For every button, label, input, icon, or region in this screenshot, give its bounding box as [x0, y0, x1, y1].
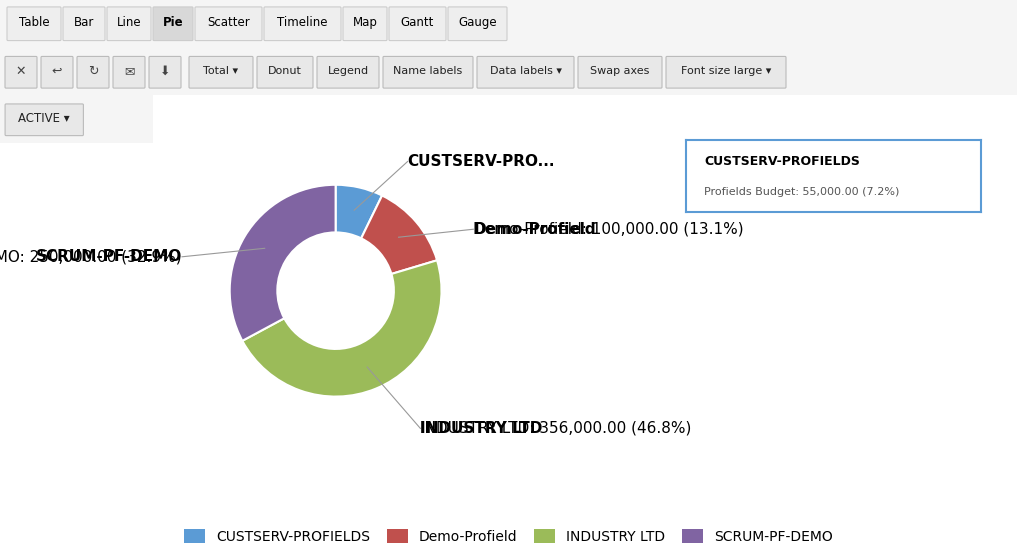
FancyBboxPatch shape	[317, 56, 379, 88]
FancyBboxPatch shape	[264, 7, 341, 41]
Text: INDUSTRY LTD: 356,000.00 (46.8%): INDUSTRY LTD: 356,000.00 (46.8%)	[420, 421, 692, 436]
Text: ACTIVE ▾: ACTIVE ▾	[18, 112, 69, 125]
Text: Timeline: Timeline	[278, 16, 327, 29]
Wedge shape	[230, 185, 336, 341]
Wedge shape	[361, 196, 437, 274]
Text: Legend: Legend	[327, 67, 368, 76]
FancyBboxPatch shape	[153, 7, 193, 41]
Text: Scatter: Scatter	[207, 16, 250, 29]
Text: Bar: Bar	[74, 16, 95, 29]
Text: Gauge: Gauge	[459, 16, 497, 29]
FancyBboxPatch shape	[388, 7, 446, 41]
Text: Total ▾: Total ▾	[203, 67, 239, 76]
Text: CUSTSERV-PROFIELDS: CUSTSERV-PROFIELDS	[704, 155, 860, 168]
Text: ✉: ✉	[124, 65, 134, 78]
FancyBboxPatch shape	[113, 56, 145, 88]
Text: Table: Table	[18, 16, 49, 29]
Text: SCRUM-PF-DEMO: SCRUM-PF-DEMO	[36, 249, 182, 264]
Legend: CUSTSERV-PROFIELDS, Demo-Profield, INDUSTRY LTD, SCRUM-PF-DEMO: CUSTSERV-PROFIELDS, Demo-Profield, INDUS…	[179, 523, 838, 549]
Text: Donut: Donut	[268, 67, 302, 76]
FancyBboxPatch shape	[5, 56, 37, 88]
Text: ↩: ↩	[52, 65, 62, 78]
Text: Map: Map	[353, 16, 377, 29]
Text: Line: Line	[117, 16, 141, 29]
FancyBboxPatch shape	[578, 56, 662, 88]
FancyBboxPatch shape	[41, 56, 73, 88]
FancyBboxPatch shape	[189, 56, 253, 88]
Text: Profields Budget: 55,000.00 (7.2%): Profields Budget: 55,000.00 (7.2%)	[704, 187, 900, 197]
FancyBboxPatch shape	[7, 7, 61, 41]
Text: INDUSTRY LTD: INDUSTRY LTD	[420, 421, 543, 436]
Text: Name labels: Name labels	[394, 67, 463, 76]
Text: ↻: ↻	[87, 65, 99, 78]
Text: Pie: Pie	[163, 16, 183, 29]
FancyBboxPatch shape	[448, 7, 507, 41]
FancyBboxPatch shape	[149, 56, 181, 88]
Text: Data labels ▾: Data labels ▾	[489, 67, 561, 76]
Text: Font size large ▾: Font size large ▾	[680, 67, 771, 76]
FancyBboxPatch shape	[257, 56, 313, 88]
Text: ✕: ✕	[15, 65, 26, 78]
FancyBboxPatch shape	[77, 56, 109, 88]
Text: Demo-Profield: Demo-Profield	[473, 222, 596, 237]
FancyBboxPatch shape	[107, 7, 151, 41]
Text: ⬇: ⬇	[160, 65, 170, 78]
FancyBboxPatch shape	[477, 56, 574, 88]
Wedge shape	[242, 260, 441, 396]
Text: Gantt: Gantt	[401, 16, 434, 29]
Text: Swap axes: Swap axes	[590, 67, 650, 76]
Title: Project lead Profields Budget: Project lead Profields Budget	[175, 54, 496, 73]
Text: Demo-Profield: 100,000.00 (13.1%): Demo-Profield: 100,000.00 (13.1%)	[473, 222, 743, 237]
FancyBboxPatch shape	[195, 7, 262, 41]
Text: SCRUM-PF-DEMO: 250,000.00 (32.9%): SCRUM-PF-DEMO: 250,000.00 (32.9%)	[0, 249, 182, 264]
FancyBboxPatch shape	[5, 104, 83, 136]
FancyBboxPatch shape	[383, 56, 473, 88]
FancyBboxPatch shape	[343, 7, 387, 41]
FancyBboxPatch shape	[666, 56, 786, 88]
Wedge shape	[336, 185, 382, 238]
Text: CUSTSERV-PRO...: CUSTSERV-PRO...	[408, 154, 555, 169]
FancyBboxPatch shape	[63, 7, 105, 41]
